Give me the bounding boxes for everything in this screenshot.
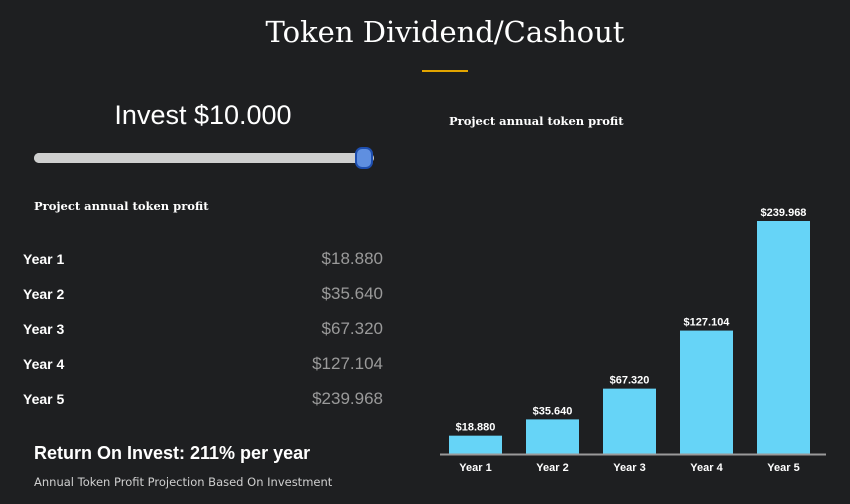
profit-value: $67.320	[321, 318, 383, 338]
bar-year-3	[603, 388, 656, 454]
bar-year-2	[526, 419, 579, 454]
projection-caption: Annual Token Profit Projection Based On …	[34, 475, 333, 489]
profit-year-label: Year 2	[23, 285, 65, 302]
profit-row: Year 1 $18.880	[23, 241, 383, 276]
bar-data-label: $239.968	[761, 207, 807, 219]
profit-value: $18.880	[321, 248, 383, 268]
bar-year-5	[757, 221, 810, 454]
invest-slider[interactable]	[34, 147, 378, 169]
profit-value: $127.104	[312, 353, 383, 373]
profit-list: Year 1 $18.880 Year 2 $35.640 Year 3 $67.320 Y…	[23, 241, 383, 416]
x-tick-label: Year 3	[613, 462, 645, 474]
x-tick-label: Year 5	[767, 462, 799, 474]
slider-thumb[interactable]	[354, 147, 373, 169]
x-tick-label: Year 1	[459, 462, 491, 474]
x-tick-label: Year 2	[536, 462, 568, 474]
profit-row: Year 3 $67.320	[23, 311, 383, 346]
title-underline	[422, 70, 468, 72]
invest-amount-label: Invest $10.000	[114, 100, 292, 130]
page-title: Token Dividend/Cashout	[265, 15, 625, 49]
return-on-invest: Return On Invest: 211% per year	[34, 443, 311, 463]
bar-data-label: $127.104	[684, 317, 731, 329]
bar-data-label: $67.320	[610, 375, 650, 387]
profit-bar-chart: $18.880 Year 1 $35.640 Year 2 $67.320 Year 3 $…	[440, 207, 826, 474]
bar-year-4	[680, 330, 733, 454]
profit-value: $35.640	[321, 283, 383, 303]
profit-row: Year 5 $239.968	[23, 381, 383, 416]
bar-data-label: $18.880	[456, 422, 496, 434]
profit-year-label: Year 5	[23, 390, 65, 407]
chart-section-label: Project annual token profit	[449, 114, 624, 128]
slider-fill	[34, 153, 364, 163]
left-section-label: Project annual token profit	[34, 199, 209, 213]
profit-year-label: Year 3	[23, 320, 65, 337]
profit-row: Year 2 $35.640	[23, 276, 383, 311]
profit-year-label: Year 1	[23, 250, 65, 267]
bar-year-1	[449, 435, 502, 454]
profit-year-label: Year 4	[23, 355, 65, 372]
bar-data-label: $35.640	[533, 405, 573, 417]
profit-row: Year 4 $127.104	[23, 346, 383, 381]
x-tick-label: Year 4	[690, 462, 723, 474]
profit-value: $239.968	[312, 388, 383, 408]
